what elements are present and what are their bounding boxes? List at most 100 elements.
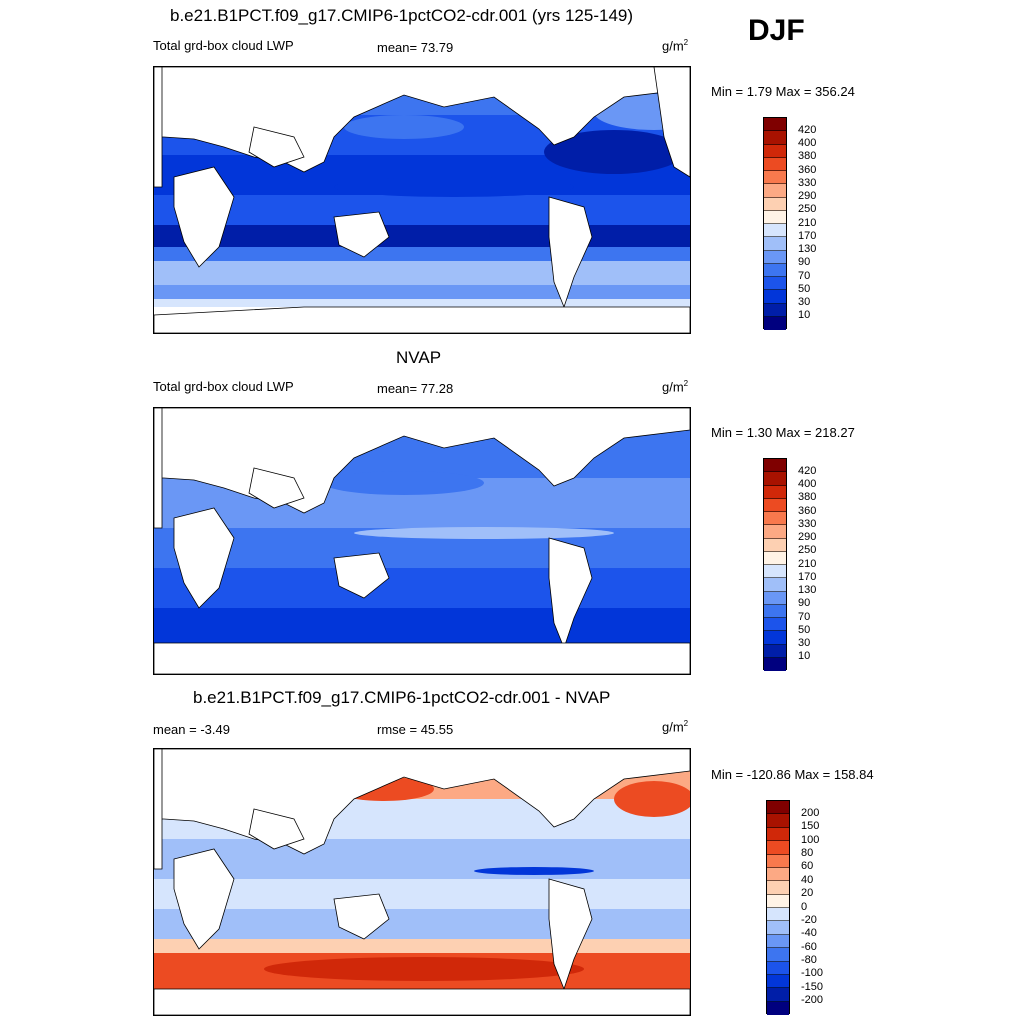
colorbar-tick-label: 10 <box>798 309 811 322</box>
colorbar-tick-label: 170 <box>798 229 817 242</box>
colorbar-swatch <box>764 303 786 317</box>
colorbar-swatch <box>767 934 789 949</box>
colorbar-swatch <box>764 316 786 330</box>
colorbar-swatch <box>764 157 786 171</box>
colorbar-swatch <box>767 894 789 908</box>
panel-2-title: NVAP <box>396 348 442 367</box>
season-label: DJF <box>748 14 805 47</box>
panel-1-map-canvas <box>154 67 690 333</box>
colorbar-swatch <box>764 657 786 671</box>
colorbar-tick-label: 50 <box>798 623 811 636</box>
colorbar-swatch <box>764 210 786 224</box>
panel-2-colorbar: 420 400 380 360 330 290 250 210 170 130 90 70 50 30 10 <box>763 458 823 671</box>
colorbar-swatch <box>764 644 786 658</box>
colorbar-tick-label: -200 <box>801 994 824 1007</box>
panel-2-map-canvas <box>154 408 690 674</box>
colorbar-swatch <box>764 237 786 251</box>
colorbar-swatch <box>767 801 789 815</box>
colorbar-tick-label: -150 <box>801 980 824 993</box>
colorbar-tick-label: 100 <box>801 833 820 846</box>
colorbar-tick-label: 200 <box>801 806 820 819</box>
panel-1-title: b.e21.B1PCT.f09_g17.CMIP6-1pctCO2-cdr.00… <box>170 6 634 25</box>
colorbar-tick-label: 30 <box>798 637 811 649</box>
colorbar-swatch <box>767 1001 789 1015</box>
colorbar-swatch <box>764 604 786 618</box>
colorbar-tick-label: 80 <box>801 847 814 859</box>
panel-1-minmax: Min = 1.79 Max = 356.24 <box>711 84 855 99</box>
colorbar-swatch <box>767 974 789 989</box>
colorbar-swatch <box>767 841 789 855</box>
colorbar-tick-label: 40 <box>801 873 814 886</box>
colorbar-swatch <box>764 551 786 565</box>
panel-3-map <box>153 748 691 1016</box>
colorbar-tick-label: 70 <box>798 610 811 623</box>
colorbar-tick-label: 250 <box>798 203 817 216</box>
colorbar-swatch <box>764 618 786 632</box>
colorbar-tick-label: -80 <box>801 954 817 966</box>
panel-2-map <box>153 407 691 675</box>
colorbar-tick-label: 170 <box>798 570 817 583</box>
panel-2-mean: mean= 77.28 <box>377 381 454 396</box>
colorbar-tick-label: 130 <box>798 584 817 596</box>
colorbar-swatch <box>767 827 789 842</box>
colorbar-tick-label: 70 <box>798 269 811 282</box>
panel-3-minmax: Min = -120.86 Max = 158.84 <box>711 767 874 782</box>
colorbar-swatch <box>764 472 786 486</box>
colorbar-tick-label: 210 <box>798 557 817 570</box>
colorbar-tick-label: 380 <box>798 491 817 504</box>
colorbar-swatch <box>764 118 786 132</box>
panel-3-map-canvas <box>154 749 690 1015</box>
colorbar-swatch <box>767 948 789 962</box>
colorbar-tick-label: 10 <box>798 650 811 663</box>
colorbar-tick-label: -20 <box>801 913 817 926</box>
panel-2-variable-label: Total grd-box cloud LWP <box>153 379 294 394</box>
colorbar-swatch <box>764 197 786 211</box>
colorbar-swatch <box>764 498 786 512</box>
colorbar-swatch <box>764 538 786 552</box>
colorbar-swatch <box>764 263 786 277</box>
colorbar-swatch <box>767 921 789 935</box>
colorbar-swatch <box>767 867 789 882</box>
colorbar-swatch <box>764 485 786 499</box>
colorbar-tick-label: 330 <box>798 176 817 189</box>
colorbar-swatch <box>764 277 786 291</box>
panel-3-colorbar: 200 150 100 80 60 40 20 0 -20 -40 -60 -80 -100 -150 -2… <box>766 800 826 1015</box>
colorbar-tick-label: -100 <box>801 967 824 980</box>
colorbar-tick-label: 400 <box>798 478 817 490</box>
colorbar-tick-label: 90 <box>798 597 811 610</box>
colorbar-tick-label: 360 <box>798 163 817 176</box>
colorbar-tick-label: 0 <box>801 900 808 913</box>
colorbar-swatch <box>767 961 789 975</box>
colorbar-swatch <box>767 881 789 895</box>
panel-1-mean: mean= 73.79 <box>377 40 454 55</box>
panel-3-rmse: rmse = 45.55 <box>377 722 454 737</box>
colorbar-tick-label: 20 <box>801 887 814 900</box>
panel-1-colorbar: 420 400 380 360 330 290 250 210 170 130 90 70 50 30 10 <box>763 117 823 330</box>
colorbar-swatch <box>764 578 786 592</box>
colorbar-swatch <box>764 290 786 304</box>
colorbar-tick-label: 250 <box>798 544 817 557</box>
colorbar-tick-label: 90 <box>798 256 811 269</box>
colorbar-swatch <box>764 184 786 198</box>
colorbar-swatch <box>764 171 786 185</box>
colorbar-swatch <box>764 131 786 145</box>
colorbar-swatch <box>764 565 786 579</box>
colorbar-swatch <box>767 988 789 1002</box>
colorbar-tick-label: 420 <box>798 464 817 477</box>
colorbar-tick-label: 420 <box>798 123 817 136</box>
colorbar-swatch <box>767 814 789 828</box>
colorbar-tick-label: -40 <box>801 927 817 940</box>
colorbar-tick-label: 400 <box>798 137 817 149</box>
panel-2-units: g/m2 <box>662 379 689 395</box>
panel-3-mean: mean = -3.49 <box>153 722 230 737</box>
colorbar-swatch <box>764 631 786 645</box>
colorbar-tick-label: 290 <box>798 531 817 543</box>
colorbar-tick-label: -60 <box>801 940 817 953</box>
colorbar-swatch <box>767 854 789 868</box>
colorbar-tick-label: 50 <box>798 282 811 295</box>
colorbar-swatch <box>767 908 789 922</box>
colorbar-swatch <box>764 459 786 473</box>
colorbar-tick-label: 30 <box>798 296 811 308</box>
colorbar-tick-label: 130 <box>798 243 817 255</box>
colorbar-swatch <box>764 591 786 605</box>
